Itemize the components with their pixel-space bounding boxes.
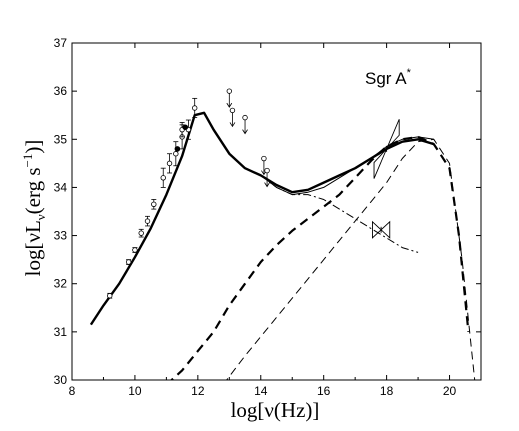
y-label-nu: ν — [21, 233, 45, 243]
bowtie-spectrum — [373, 119, 400, 179]
upper-limit-arrowhead — [264, 182, 270, 188]
upper-limit-arrowhead — [226, 102, 233, 108]
upper-limit-point — [229, 107, 236, 114]
y-tick-label: 37 — [54, 36, 68, 50]
model-curves — [89, 111, 476, 380]
y-label-sub: ν — [33, 214, 48, 220]
y-tick-label: 30 — [54, 373, 68, 387]
filled-data-point — [182, 124, 189, 131]
data-point — [191, 105, 198, 111]
source-annotation: Sgr A* — [365, 67, 412, 88]
x-label-nu: ν — [264, 398, 274, 422]
y-tick-label: 36 — [54, 84, 68, 98]
x-tick-label: 10 — [128, 384, 142, 398]
x-axis-label: log[ν(Hz)] — [231, 398, 320, 422]
data-point — [166, 160, 173, 167]
y-axis-label: log[νLν(erg s−1)] — [20, 140, 48, 277]
x-tick-label: 16 — [317, 384, 331, 398]
data-points — [107, 88, 400, 299]
upper-limit-arrowhead — [242, 129, 248, 135]
y-tick-label: 35 — [54, 132, 68, 146]
x-tick-label: 8 — [69, 384, 76, 398]
annotation-superscript: * — [407, 67, 412, 79]
data-point — [138, 230, 144, 236]
upper-limit-point — [242, 114, 248, 121]
y-label-exp: −1 — [20, 154, 35, 168]
data-point — [151, 201, 157, 207]
x-tick-label: 12 — [191, 384, 205, 398]
upper-limit-point — [261, 155, 267, 162]
y-label-L: L — [21, 220, 45, 233]
y-tick-label: 33 — [54, 229, 68, 243]
plot-area — [71, 42, 482, 381]
upper-limit-point — [264, 167, 270, 174]
y-label-close: )] — [21, 140, 45, 154]
annotation-text: Sgr A — [365, 69, 407, 88]
filled-data-point — [174, 146, 181, 152]
x-label-pre: log[ — [231, 398, 265, 422]
data-point — [144, 218, 151, 224]
y-tick-label: 31 — [54, 325, 68, 339]
data-point — [132, 247, 138, 253]
data-point — [125, 259, 132, 265]
x-label-post: (Hz)] — [274, 398, 319, 422]
y-label-pre: log[ — [21, 243, 45, 277]
x-tick-label: 14 — [254, 384, 268, 398]
plot-frame — [71, 42, 482, 381]
series-line-thin-dashdot — [260, 175, 419, 253]
x-tick-label: 20 — [443, 384, 457, 398]
series-line-thin-dash — [226, 138, 476, 380]
y-label-units: (erg s — [21, 167, 45, 214]
series-line-thick-solid — [89, 111, 435, 326]
y-tick-label: 32 — [54, 277, 68, 291]
data-point — [160, 175, 166, 181]
upper-limit-point — [226, 88, 233, 94]
x-tick-label: 18 — [380, 384, 394, 398]
series-line-thick-dash — [170, 135, 470, 380]
axis-ticks: 8 10 12 14 16 18 20 30 31 32 33 34 35 36 37 — [54, 36, 481, 398]
bowtie-spectrum — [372, 220, 391, 239]
data-point — [107, 293, 113, 299]
upper-limit-arrowhead — [229, 122, 236, 128]
y-tick-label: 34 — [54, 180, 68, 194]
data-point — [173, 151, 179, 157]
